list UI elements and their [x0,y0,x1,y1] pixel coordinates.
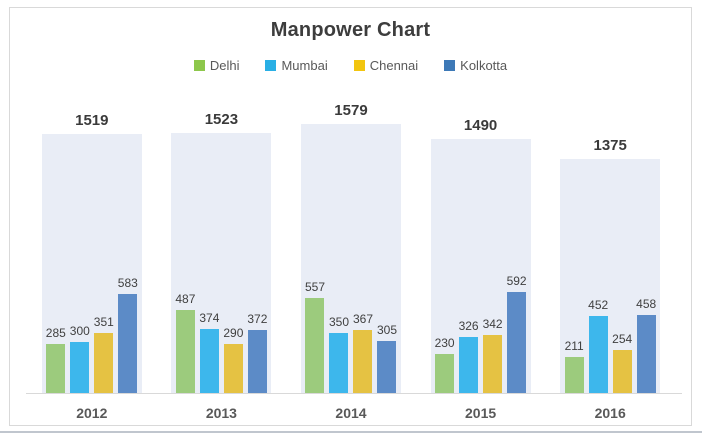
value-label-chennai-2013: 290 [223,326,244,340]
value-label-chennai-2015: 342 [482,317,503,331]
value-label-delhi-2014: 557 [304,280,325,294]
legend-swatch-chennai [353,60,365,71]
chart-group-2013: 1523 487 374 290 372 2013 [157,108,287,421]
chart-group-2012: 1519 285 300 351 583 2012 [27,108,157,421]
x-axis-label-2012: 2012 [76,405,108,421]
bar-chennai-2016[interactable] [612,350,632,393]
value-label-mumbai-2016: 452 [588,298,609,312]
value-label-kolkotta-2013: 372 [247,312,268,326]
x-axis-label-2015: 2015 [465,405,497,421]
legend-item-delhi[interactable]: Delhi [193,58,240,73]
total-label-2016: 1375 [593,137,627,154]
bar-chennai-2014[interactable] [353,330,373,393]
bar-chennai-2012[interactable] [94,333,114,393]
bar-chennai-2015[interactable] [483,335,503,393]
value-label-chennai-2016: 254 [612,332,633,346]
x-axis-label-2013: 2013 [205,405,237,421]
bar-kolkotta-2016[interactable] [636,315,656,393]
bar-mumbai-2014[interactable] [329,333,349,393]
bar-mumbai-2013[interactable] [199,329,219,393]
value-label-delhi-2016: 211 [564,339,584,353]
total-label-2013: 1523 [204,111,239,128]
legend-item-chennai[interactable]: Chennai [353,58,419,73]
bar-mumbai-2015[interactable] [459,337,479,393]
x-axis-baseline [26,393,682,394]
bar-delhi-2014[interactable] [305,298,325,393]
legend-item-kolkotta[interactable]: Kolkotta [444,58,507,73]
bar-mumbai-2012[interactable] [70,342,90,393]
bar-delhi-2013[interactable] [175,310,195,393]
bar-delhi-2016[interactable] [564,357,584,393]
bottom-divider [0,431,702,433]
value-label-mumbai-2015: 326 [458,319,479,333]
value-label-chennai-2012: 351 [93,315,114,329]
bar-kolkotta-2013[interactable] [247,330,267,393]
x-axis-label-2016: 2016 [594,405,626,421]
value-label-kolkotta-2014: 305 [376,323,397,337]
total-label-2014: 1579 [334,102,368,119]
legend-swatch-mumbai [265,60,277,71]
legend-label: Chennai [369,58,419,73]
bar-delhi-2012[interactable] [46,344,66,393]
legend-label: Delhi [209,58,240,73]
bar-chennai-2013[interactable] [223,344,243,393]
value-label-mumbai-2012: 300 [69,324,90,338]
plot-area: 1519 285 300 351 583 2012 1523 487 374 290 372 2013… [27,102,675,421]
manpower-chart[interactable]: Manpower Chart Delhi Mumbai Chennai Kolkott… [9,7,692,426]
bar-delhi-2015[interactable] [435,354,455,393]
bar-kolkotta-2012[interactable] [118,294,138,393]
value-label-kolkotta-2015: 592 [506,274,527,288]
legend-label: Mumbai [281,58,328,73]
chart-legend: Delhi Mumbai Chennai Kolkotta [10,58,691,73]
value-label-chennai-2014: 367 [352,312,373,326]
chart-group-2014: 1579 557 350 367 305 2014 [286,102,416,421]
bar-kolkotta-2015[interactable] [507,292,527,393]
chart-group-2015: 1490 230 326 342 592 2015 [416,108,546,421]
value-label-mumbai-2013: 374 [199,311,220,325]
bar-kolkotta-2014[interactable] [377,341,397,393]
total-label-2012: 1519 [75,112,109,129]
value-label-kolkotta-2012: 583 [117,276,138,290]
chart-title: Manpower Chart [270,19,431,41]
total-label-2015: 1490 [463,117,498,134]
legend-item-mumbai[interactable]: Mumbai [265,58,328,73]
bar-mumbai-2016[interactable] [588,316,608,393]
legend-swatch-delhi [193,60,205,71]
value-label-delhi-2013: 487 [175,292,196,306]
value-label-kolkotta-2016: 458 [636,297,657,311]
x-axis-label-2014: 2014 [335,405,367,421]
value-label-delhi-2015: 230 [434,336,455,350]
legend-label: Kolkotta [460,58,508,73]
value-label-mumbai-2014: 350 [328,315,349,329]
chart-group-2016: 1375 211 452 254 458 2016 [545,108,675,421]
value-label-delhi-2012: 285 [45,326,66,340]
legend-swatch-kolkotta [444,60,456,71]
